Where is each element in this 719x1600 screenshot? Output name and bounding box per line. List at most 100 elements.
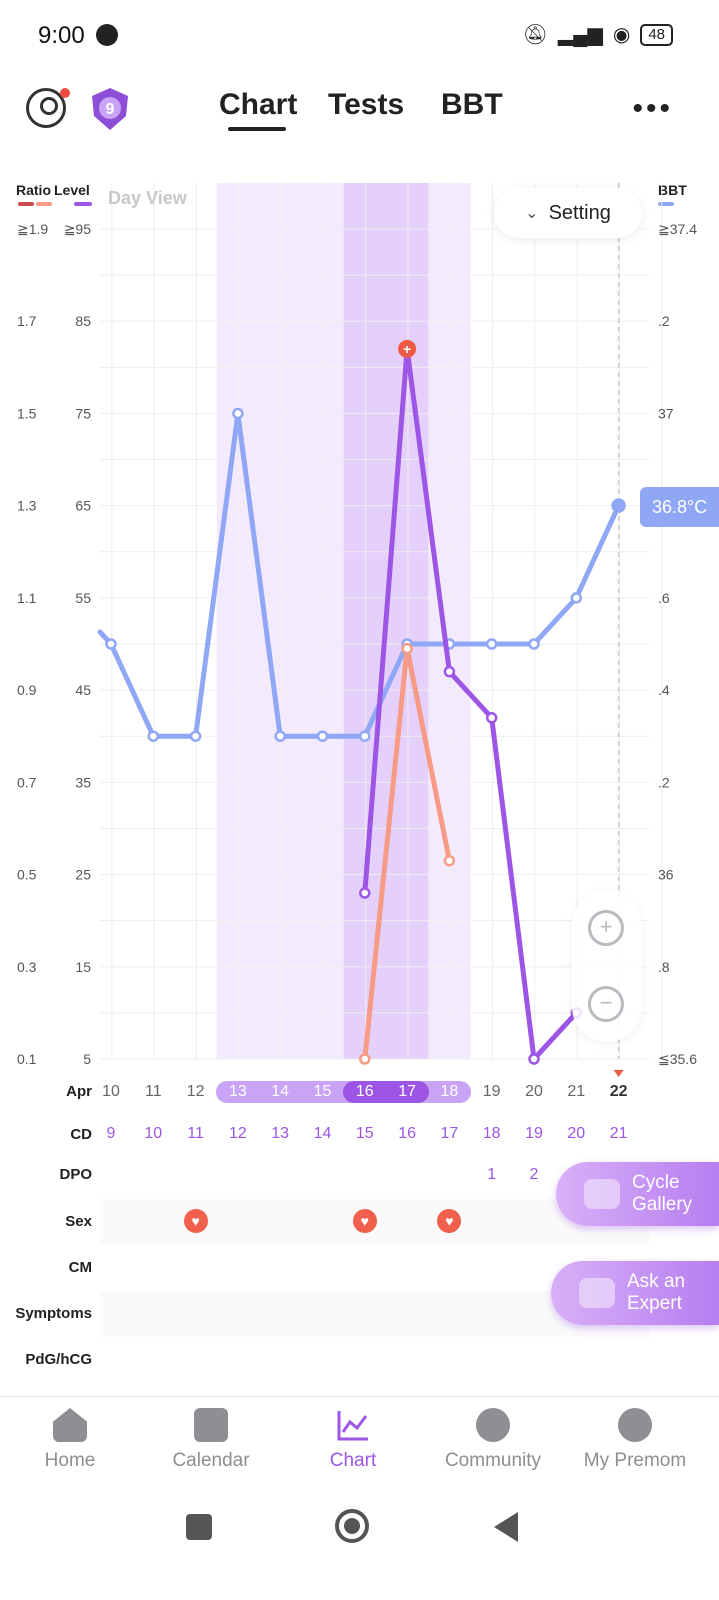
date-cell: 12: [186, 1083, 205, 1100]
ratio-tick-label: 0.5: [17, 867, 37, 883]
chat-expert-icon: [579, 1278, 615, 1308]
setting-button[interactable]: ⌄ Setting: [494, 188, 642, 238]
bbt-tick-label: .4: [658, 682, 670, 698]
community-chat-icon: [476, 1408, 510, 1442]
calendar-icon: [194, 1408, 228, 1442]
ratio-point: [401, 642, 413, 655]
more-options-icon[interactable]: •••: [632, 92, 673, 125]
ratio-tick-label: 0.9: [17, 682, 37, 698]
ratio-tick-label: 1.7: [17, 313, 37, 329]
cycle-day-cell: 14: [313, 1125, 332, 1142]
level-tick-label: 75: [75, 405, 91, 421]
level-badge-icon[interactable]: 9: [88, 86, 132, 132]
today-marker-icon: [613, 1070, 624, 1077]
tab-tests[interactable]: Tests: [328, 88, 405, 121]
profile-icon[interactable]: [26, 88, 66, 128]
tab-bbt[interactable]: BBT: [441, 88, 503, 121]
nav-calendar[interactable]: Calendar: [151, 1408, 271, 1472]
cycle-day-cell: 9: [106, 1125, 116, 1142]
home-system-dot: [344, 1518, 360, 1534]
zoom-out-icon[interactable]: −: [588, 986, 624, 1022]
sex-label: Sex: [65, 1213, 92, 1230]
date-cell: 21: [567, 1083, 586, 1100]
bbt-point: [611, 498, 626, 513]
symptoms-label: Symptoms: [15, 1305, 92, 1322]
cycle-day-cell: 21: [609, 1125, 628, 1142]
ask-expert-line2: Expert: [627, 1293, 682, 1314]
bbt-tick-label: ≦35.6: [658, 1051, 697, 1067]
nav-my-premom[interactable]: My Premom: [575, 1408, 695, 1472]
level-tick-label: 35: [75, 774, 91, 790]
ratio-tick-label: ≧1.9: [17, 221, 48, 237]
back-button[interactable]: [494, 1512, 518, 1542]
chart-line-icon: [337, 1411, 368, 1441]
level-tick-label: 45: [75, 682, 91, 698]
nav-home[interactable]: Home: [10, 1408, 130, 1472]
ratio-point: [443, 854, 456, 867]
nav-home-label: Home: [44, 1450, 96, 1471]
bbt-point: [528, 638, 540, 650]
cycle-day-cell: 19: [525, 1125, 543, 1142]
recents-button[interactable]: [186, 1514, 212, 1540]
ratio-tick-label: 1.5: [17, 405, 37, 421]
tab-chart[interactable]: Chart: [219, 88, 298, 121]
ratio-tick-label: 0.1: [17, 1051, 37, 1067]
gallery-chart-icon: [584, 1179, 620, 1209]
signal-icon: ▂▄▆: [557, 24, 603, 46]
zoom-in-icon[interactable]: +: [588, 910, 624, 946]
date-cell: 18: [440, 1083, 459, 1100]
status-time: 9:00: [38, 22, 85, 49]
cycle-day-cell: 20: [567, 1125, 586, 1142]
mute-icon: 🔕︎: [522, 24, 548, 46]
high-fertility-date-pill: [342, 1081, 430, 1103]
level-axis-label: Level: [54, 182, 90, 198]
bbt-line: [97, 410, 622, 739]
bbt-tick-label: .2: [658, 774, 670, 790]
cycle-day-cell: 18: [482, 1125, 501, 1142]
ratio-tick-label: 0.7: [17, 774, 37, 790]
level-line: [362, 346, 579, 1062]
cycle-gallery-line2: Gallery: [632, 1194, 693, 1215]
ask-expert-button[interactable]: Ask an Expert: [551, 1261, 719, 1325]
ask-expert-line1: Ask an: [627, 1271, 686, 1292]
bbt-point: [485, 638, 498, 650]
bbt-tick-label: 37: [658, 405, 674, 421]
cycle-day-cell: 11: [187, 1125, 204, 1142]
date-cell: 17: [398, 1083, 416, 1100]
nav-community[interactable]: Community: [433, 1408, 553, 1472]
level-tick-label: 5: [83, 1051, 91, 1067]
nav-chart[interactable]: Chart: [293, 1408, 413, 1472]
chevron-down-icon: ⌄: [525, 205, 539, 222]
wifi-icon: ◉: [612, 24, 631, 46]
current-bbt-tag: 36.8°C: [640, 487, 719, 527]
cycle-day-cell: 13: [271, 1125, 290, 1142]
bbt-point: [105, 638, 117, 650]
level-tick-label: 85: [75, 313, 91, 329]
date-cell: 10: [102, 1083, 120, 1100]
messenger-icon: [96, 24, 118, 46]
bbt-point: [232, 407, 244, 420]
day-view-label[interactable]: Day View: [108, 188, 187, 208]
cycle-gallery-button[interactable]: Cycle Gallery: [556, 1162, 719, 1226]
cycle-day-cell: 15: [355, 1125, 374, 1142]
home-system-button[interactable]: [335, 1509, 369, 1543]
bbt-tick-label: 36: [658, 867, 674, 883]
nav-community-label: Community: [444, 1450, 542, 1471]
ratio-axis-label: Ratio: [16, 182, 51, 198]
bbt-point: [316, 730, 329, 742]
level-point: [359, 887, 371, 899]
setting-label: Setting: [548, 201, 611, 224]
date-cell: 20: [525, 1083, 543, 1100]
status-icons: 🔕︎ ▂▄▆ ◉ 48: [523, 22, 673, 47]
level-legend: [74, 202, 92, 206]
bbt-point: [147, 730, 160, 742]
cycle-chart[interactable]: ≧1.9 1.7 1.5 1.3 1.1 0.9 0.7 0.5 0.3 0.1 ≧95 85 75 65…: [0, 0, 719, 1100]
level-point: [528, 1053, 540, 1065]
nav-calendar-label: Calendar: [172, 1450, 250, 1471]
nav-divider: [0, 1396, 719, 1397]
home-icon: [53, 1408, 87, 1442]
dpo-cell: 2: [529, 1166, 539, 1183]
bbt-point: [570, 592, 583, 604]
nav-chart-label: Chart: [329, 1450, 377, 1471]
level-tick-label: 65: [75, 498, 91, 514]
